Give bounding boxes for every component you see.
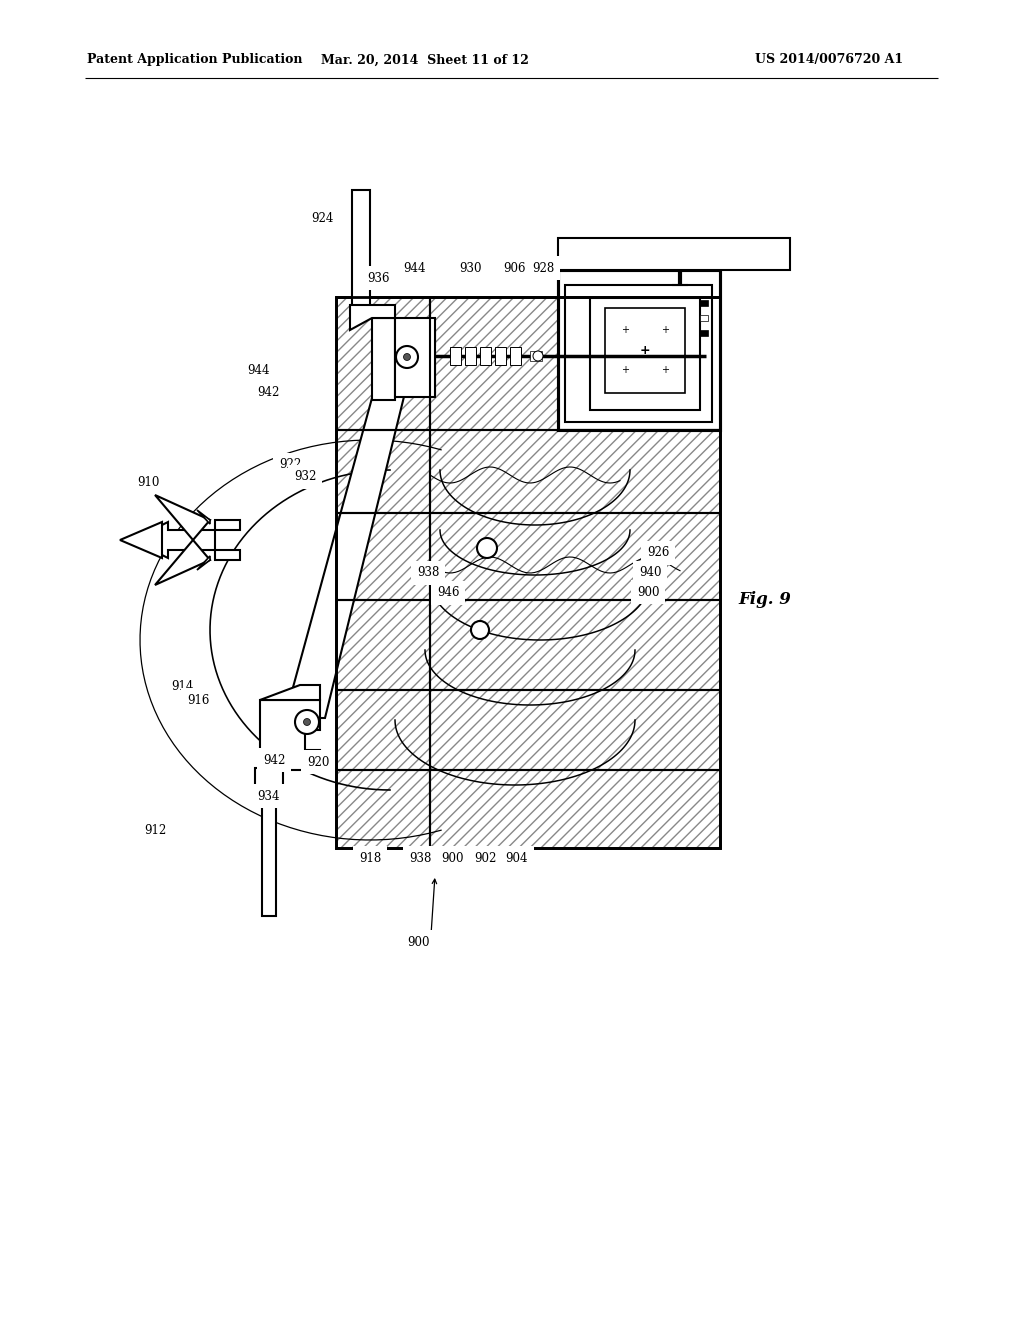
- Text: US 2014/0076720 A1: US 2014/0076720 A1: [755, 54, 903, 66]
- Circle shape: [477, 539, 497, 558]
- Polygon shape: [260, 685, 319, 700]
- Bar: [558, 271, 720, 430]
- Text: 900: 900: [637, 586, 659, 598]
- Polygon shape: [132, 520, 240, 560]
- Bar: [262, 768, 276, 916]
- Text: 942: 942: [263, 754, 286, 767]
- Text: 900: 900: [440, 851, 463, 865]
- Bar: [558, 271, 720, 430]
- Bar: [450, 347, 461, 366]
- Bar: [465, 347, 476, 366]
- Circle shape: [303, 718, 310, 726]
- Circle shape: [295, 710, 319, 734]
- Bar: [605, 308, 685, 393]
- Bar: [430, 297, 720, 430]
- Polygon shape: [350, 305, 395, 330]
- Polygon shape: [372, 318, 395, 400]
- Text: Mar. 20, 2014  Sheet 11 of 12: Mar. 20, 2014 Sheet 11 of 12: [322, 54, 529, 66]
- Circle shape: [471, 620, 489, 639]
- Text: 930: 930: [459, 261, 481, 275]
- Text: +: +: [640, 343, 650, 356]
- Polygon shape: [395, 318, 435, 397]
- Bar: [352, 190, 370, 318]
- Text: 924: 924: [311, 211, 333, 224]
- Bar: [558, 238, 790, 271]
- Polygon shape: [197, 510, 210, 524]
- Text: 938: 938: [417, 566, 439, 579]
- Bar: [495, 347, 506, 366]
- Bar: [590, 298, 700, 411]
- Bar: [700, 300, 708, 306]
- Text: 900: 900: [407, 936, 429, 949]
- Text: 920: 920: [307, 755, 329, 768]
- Text: 944: 944: [247, 363, 269, 376]
- Text: Patent Application Publication: Patent Application Publication: [87, 54, 302, 66]
- Polygon shape: [280, 342, 430, 735]
- Text: Fig. 9: Fig. 9: [738, 591, 791, 609]
- Text: 914: 914: [171, 680, 194, 693]
- Text: 932: 932: [294, 470, 316, 483]
- Bar: [336, 297, 430, 847]
- Bar: [480, 347, 490, 366]
- Bar: [700, 315, 708, 321]
- Bar: [430, 690, 720, 847]
- Text: 902: 902: [474, 851, 497, 865]
- Text: +: +: [662, 325, 669, 335]
- Polygon shape: [120, 521, 162, 558]
- Text: 910: 910: [137, 475, 159, 488]
- Bar: [430, 513, 720, 601]
- Bar: [336, 297, 430, 847]
- Bar: [700, 330, 708, 337]
- Circle shape: [396, 346, 418, 368]
- Bar: [530, 351, 542, 360]
- Circle shape: [403, 354, 411, 360]
- Bar: [565, 285, 712, 422]
- Bar: [430, 430, 720, 513]
- Text: +: +: [621, 325, 629, 335]
- Circle shape: [534, 351, 543, 360]
- Text: 904: 904: [506, 851, 528, 865]
- Bar: [430, 601, 720, 690]
- Text: 922: 922: [279, 458, 301, 471]
- Text: 938: 938: [409, 851, 431, 865]
- Bar: [336, 297, 720, 847]
- Text: 916: 916: [186, 693, 209, 706]
- Bar: [336, 297, 720, 847]
- Bar: [430, 297, 720, 430]
- Text: 944: 944: [403, 261, 426, 275]
- Text: 926: 926: [647, 546, 670, 560]
- Text: 918: 918: [358, 851, 381, 865]
- Bar: [430, 430, 720, 513]
- Text: 912: 912: [144, 824, 166, 837]
- Text: 928: 928: [531, 261, 554, 275]
- Bar: [255, 768, 283, 788]
- Bar: [430, 601, 720, 690]
- Polygon shape: [155, 495, 210, 540]
- Text: +: +: [621, 366, 629, 375]
- Text: 906: 906: [504, 261, 526, 275]
- Bar: [430, 690, 720, 847]
- Polygon shape: [385, 330, 435, 395]
- Bar: [336, 297, 720, 847]
- Circle shape: [291, 471, 305, 484]
- Text: 946: 946: [437, 586, 459, 599]
- Polygon shape: [260, 700, 319, 770]
- Polygon shape: [197, 556, 210, 570]
- Text: 942: 942: [257, 387, 280, 400]
- Text: 936: 936: [367, 272, 389, 285]
- Bar: [510, 347, 521, 366]
- Polygon shape: [155, 540, 210, 585]
- Text: 934: 934: [257, 789, 280, 803]
- Bar: [430, 513, 720, 601]
- Text: 940: 940: [639, 566, 662, 579]
- Text: +: +: [662, 366, 669, 375]
